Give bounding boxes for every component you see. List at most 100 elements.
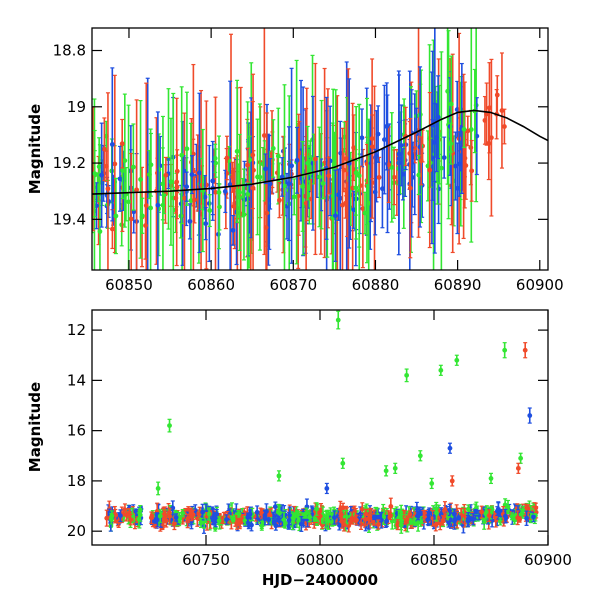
top-photometry-point-g [247, 135, 253, 184]
top-photometry-point-g [300, 140, 306, 232]
bottom-photometry-point-b [378, 511, 384, 529]
top-photometry-point-b [155, 111, 161, 270]
top-photometry-point-b [372, 148, 378, 236]
top-photometry-point-r [245, 147, 251, 183]
bottom-outlier-point-g [502, 342, 508, 359]
top-photometry-point-g [320, 167, 326, 200]
bottom-photometry-point-g [206, 507, 212, 521]
bottom-y-tick-label: 18 [67, 472, 86, 490]
bottom-photometry-point-b [465, 512, 471, 526]
top-photometry-point-g [255, 118, 260, 236]
top-photometry-point-g [160, 115, 166, 270]
top-photometry-point-r [224, 135, 230, 181]
bottom-outlier-point-g [155, 481, 161, 496]
top-photometry-point-r [230, 161, 236, 193]
top-y-axis-title: Magnitude [26, 104, 44, 194]
bottom-photometry-point-g [157, 509, 163, 523]
top-x-tick-label: 60870 [269, 276, 317, 294]
bottom-outlier-point-g [167, 418, 172, 433]
bottom-photometry-point-g [434, 504, 439, 522]
top-photometry-point-g [234, 79, 240, 223]
bottom-photometry-point-r [354, 515, 359, 526]
top-photometry-point-g [270, 119, 276, 178]
bottom-photometry-point-g [236, 510, 242, 518]
top-photometry-point-r [112, 74, 118, 254]
top-panel-frame [91, 27, 549, 271]
bottom-x-tick-label: 60800 [296, 551, 344, 569]
top-x-tick-label: 60850 [105, 276, 153, 294]
top-photometry-point-b [263, 153, 268, 185]
top-photometry-point-b [396, 121, 402, 196]
bottom-outlier-point-g [404, 368, 410, 383]
bottom-photometry-point-r [367, 509, 373, 524]
top-photometry-point-b [222, 169, 228, 214]
bottom-photometry-point-b [384, 514, 390, 528]
top-y-tick-label: 19.2 [53, 154, 86, 172]
bottom-photometry-point-b [494, 506, 500, 516]
top-x-tick-label: 60900 [516, 276, 564, 294]
top-photometry-point-r [312, 62, 318, 256]
top-photometry-point-b [351, 190, 357, 229]
top-photometry-point-b [187, 203, 193, 240]
bottom-photometry-point-r [440, 515, 446, 526]
bottom-photometry-point-r [363, 512, 368, 527]
bottom-photometry-point-r [234, 514, 240, 530]
top-photometry-point-g [122, 93, 128, 228]
bottom-photometry-point-r [104, 509, 110, 527]
bottom-outlier-point-r [449, 475, 455, 487]
top-photometry-point-r [418, 136, 424, 186]
bottom-photometry-point-g [483, 507, 489, 520]
top-photometry-point-b [289, 67, 294, 264]
top-photometry-point-g [282, 84, 287, 270]
bottom-photometry-point-g [505, 506, 511, 515]
top-photometry-point-r [391, 149, 397, 206]
top-photometry-point-b [294, 126, 300, 194]
bottom-panel: 60750 60800 60850 60900 12 14 16 18 20 Magnitude… [26, 309, 572, 589]
top-photometry-point-g [438, 51, 444, 270]
bottom-x-tick-label: 60900 [524, 551, 572, 569]
bottom-outlier-point-g [488, 472, 494, 485]
bottom-photometry-point-b [470, 513, 476, 526]
top-photometry-point-b [210, 140, 216, 221]
bottom-outlier-point-b [527, 407, 533, 424]
top-photometry-point-r [326, 156, 332, 195]
bottom-photometry-point-b [155, 513, 160, 528]
top-photometry-point-b [286, 126, 292, 242]
top-photometry-point-r [351, 114, 357, 182]
bottom-outlier-point-b [447, 442, 453, 454]
top-photometry-point-b [382, 84, 387, 195]
bottom-photometry-point-r [123, 508, 129, 522]
bottom-outlier-point-g [518, 452, 524, 464]
bottom-photometry-point-g [198, 517, 204, 529]
bottom-photometry-point-b [452, 513, 458, 526]
top-photometry-point-g [245, 101, 251, 270]
bottom-panel-data-layer [104, 310, 539, 534]
bottom-outlier-point-g [429, 477, 435, 490]
top-photometry-point-b [346, 78, 352, 249]
bottom-photometry-point-g [324, 509, 329, 524]
bottom-x-tick-label: 60850 [410, 551, 458, 569]
bottom-outlier-point-g [392, 462, 398, 474]
top-photometry-point-g [366, 118, 372, 270]
bottom-photometry-point-g [109, 510, 115, 522]
top-photometry-point-r [376, 156, 382, 199]
bottom-photometry-point-b [247, 509, 253, 519]
bottom-photometry-point-r [387, 511, 393, 521]
bottom-photometry-point-b [524, 510, 529, 526]
bottom-photometry-point-r [486, 509, 492, 522]
bottom-x-axis-title: HJD−2400000 [262, 571, 378, 589]
top-photometry-point-g [448, 55, 454, 153]
top-photometry-point-r [370, 114, 375, 180]
bottom-photometry-point-r [167, 508, 173, 525]
bottom-photometry-point-b [286, 511, 292, 529]
bottom-photometry-point-r [407, 510, 413, 518]
top-y-tick-label: 19 [67, 98, 86, 116]
top-photometry-point-b [375, 105, 381, 163]
bottom-outlier-point-g [438, 364, 444, 376]
top-x-tick-label: 60860 [187, 276, 235, 294]
top-photometry-point-r [128, 152, 134, 270]
top-photometry-point-r [427, 91, 433, 249]
top-photometry-point-g [96, 137, 102, 197]
top-photometry-point-g [179, 86, 185, 225]
